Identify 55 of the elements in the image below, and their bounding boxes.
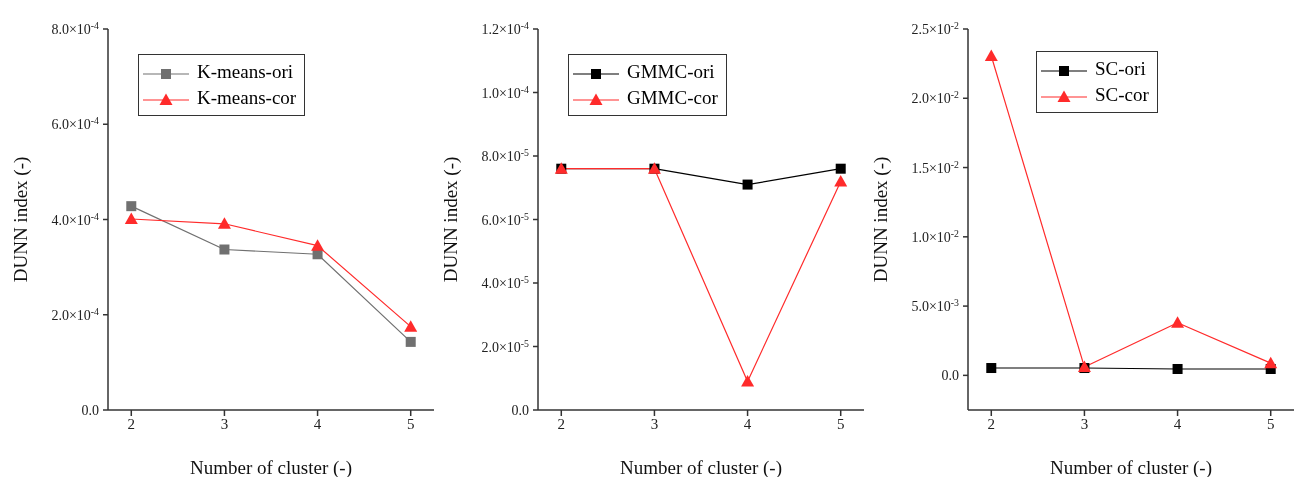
y-tick-label: 2.5×10$^{-2}$ <box>911 19 960 37</box>
y-tick-label: 4.0×10$^{-4}$ <box>51 210 100 228</box>
y-tick-label: 2.0×10$^{-4}$ <box>51 305 100 323</box>
point <box>217 217 231 229</box>
y-tick-label: 2.0×10$^{-2}$ <box>911 88 960 107</box>
point <box>311 239 325 251</box>
y-axis-title: DUNN index (-) <box>9 156 32 283</box>
y-tick-label: 8.0×10$^{-5}$ <box>481 146 530 164</box>
point <box>405 336 416 347</box>
y-tick-label: 8.0×10$^{-4}$ <box>51 19 100 37</box>
y-tick-label: 1.0×10$^{-2}$ <box>911 227 960 245</box>
x-tick-label: 2 <box>127 415 136 432</box>
y-tick-label: 4.0×10$^{-5}$ <box>481 273 530 291</box>
point <box>834 174 848 187</box>
legend-label: SC-ori <box>1095 58 1146 79</box>
y-tick-label: 1.0×10$^{-4}$ <box>481 83 530 101</box>
legend-label: GMMC-cor <box>627 87 718 108</box>
legend-label: K-means-ori <box>197 61 294 82</box>
y-tick-label: 0.0 <box>511 403 529 418</box>
x-tick-label: 3 <box>650 415 659 432</box>
point <box>1172 363 1183 374</box>
legend-label: K-means-cor <box>197 87 297 108</box>
legend-label: GMMC-ori <box>627 61 715 82</box>
y-tick-label: 6.0×10$^{-5}$ <box>481 210 530 228</box>
x-tick-label: 2 <box>557 415 566 432</box>
y-tick-label: 1.2×10$^{-4}$ <box>481 19 530 37</box>
point <box>1264 356 1278 369</box>
legend-label: SC-cor <box>1095 84 1149 105</box>
point <box>741 374 755 387</box>
x-tick-label: 3 <box>1080 415 1089 432</box>
y-tick-label: 1.5×10$^{-2}$ <box>911 158 960 176</box>
point <box>984 49 998 62</box>
y-tick-label: 0.0 <box>81 403 99 418</box>
x-tick-label: 5 <box>836 415 845 432</box>
point <box>835 163 846 174</box>
point <box>742 179 753 190</box>
y-axis-title: DUNN index (-) <box>439 156 462 283</box>
y-tick-label: 0.0 <box>941 368 959 384</box>
point <box>219 244 230 255</box>
point <box>124 212 138 225</box>
point <box>404 320 418 332</box>
point <box>126 201 137 212</box>
point <box>1171 316 1185 328</box>
x-tick-label: 4 <box>313 415 322 432</box>
y-axis-title: DUNN index (-) <box>869 156 892 283</box>
y-tick-label: 5.0×10$^{-3}$ <box>911 296 960 315</box>
x-tick-label: 5 <box>1266 415 1275 432</box>
y-tick-label: 2.0×10$^{-5}$ <box>481 337 530 355</box>
point <box>986 363 997 374</box>
x-tick-label: 5 <box>406 415 415 432</box>
x-tick-label: 3 <box>220 415 229 432</box>
x-tick-label: 4 <box>1173 415 1182 432</box>
x-tick-label: 2 <box>987 415 996 432</box>
y-tick-label: 6.0×10$^{-4}$ <box>51 114 100 133</box>
x-tick-label: 4 <box>743 415 752 432</box>
